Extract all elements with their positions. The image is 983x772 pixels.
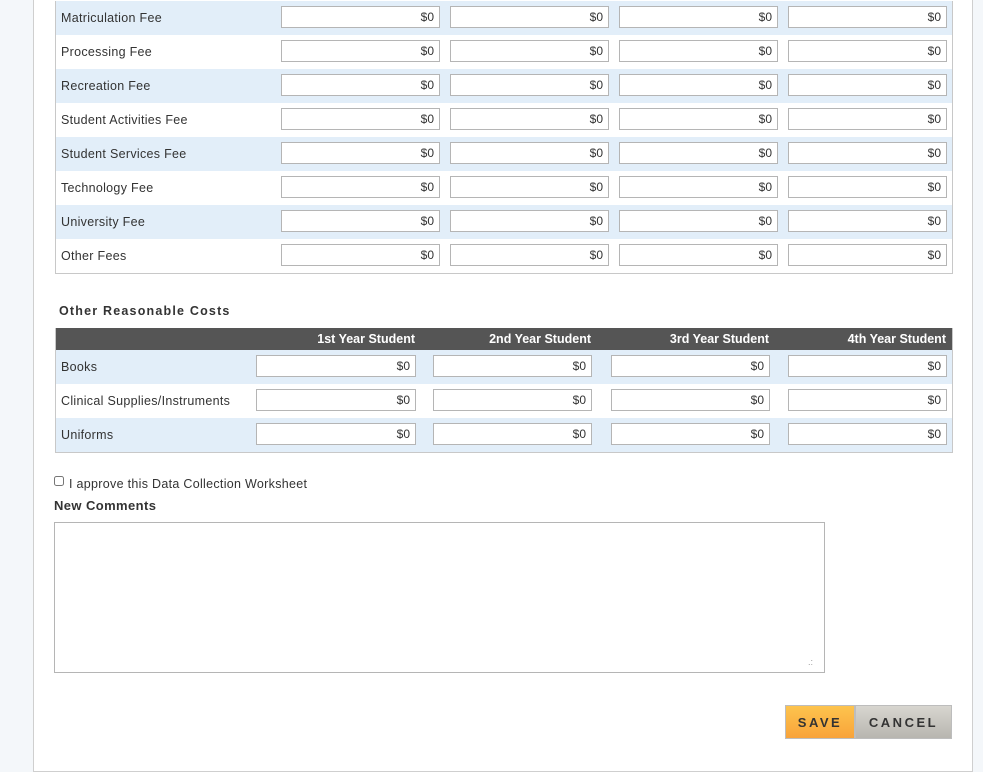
resize-grip-icon[interactable]: .: [808,657,814,667]
fee-input[interactable]: $0 [619,244,778,266]
table-row: Clinical Supplies/Instruments $0 $0 $0 $0 [56,384,952,418]
table-row: Technology Fee $0 $0 $0 $0 [56,171,952,205]
fee-input[interactable]: $0 [619,210,778,232]
table-row: Books $0 $0 $0 $0 [56,350,952,384]
fee-input[interactable]: $0 [788,210,947,232]
column-header: 2nd Year Student [489,332,591,346]
table-row: Other Fees $0 $0 $0 $0 [56,239,952,273]
row-label: Other Fees [61,249,127,263]
fee-input[interactable]: $0 [619,40,778,62]
cost-input[interactable]: $0 [788,423,947,445]
fee-input[interactable]: $0 [788,108,947,130]
fee-input[interactable]: $0 [450,40,609,62]
row-label: Matriculation Fee [61,11,162,25]
column-header: 1st Year Student [317,332,415,346]
table-row: Recreation Fee $0 $0 $0 $0 [56,69,952,103]
fee-input[interactable]: $0 [788,176,947,198]
fee-input[interactable]: $0 [788,6,947,28]
comments-textarea[interactable] [54,522,825,673]
column-header: 4th Year Student [847,332,946,346]
fee-input[interactable]: $0 [281,6,440,28]
table-row: Matriculation Fee $0 $0 $0 $0 [56,1,952,35]
fee-input[interactable]: $0 [619,176,778,198]
row-label: Recreation Fee [61,79,151,93]
fees-table: Matriculation Fee $0 $0 $0 $0 Processing Fee $… [55,1,953,274]
cost-input[interactable]: $0 [611,355,770,377]
fee-input[interactable]: $0 [788,40,947,62]
fee-input[interactable]: $0 [281,244,440,266]
row-label: Clinical Supplies/Instruments [61,394,231,408]
row-label: Student Services Fee [61,147,187,161]
fee-input[interactable]: $0 [450,6,609,28]
cost-input[interactable]: $0 [433,423,592,445]
fee-input[interactable]: $0 [619,6,778,28]
fee-input[interactable]: $0 [450,176,609,198]
fee-input[interactable]: $0 [619,74,778,96]
row-label: Uniforms [61,428,114,442]
fee-input[interactable]: $0 [281,40,440,62]
column-header: 3rd Year Student [669,332,769,346]
approve-checkbox[interactable] [54,476,64,486]
cost-input[interactable]: $0 [611,389,770,411]
fee-input[interactable]: $0 [619,142,778,164]
cost-input[interactable]: $0 [256,389,416,411]
row-label: Processing Fee [61,45,153,59]
table-row: Student Activities Fee $0 $0 $0 $0 [56,103,952,137]
fee-input[interactable]: $0 [281,108,440,130]
cost-input[interactable]: $0 [433,355,592,377]
section-title: Other Reasonable Costs [59,304,231,318]
fee-input[interactable]: $0 [281,142,440,164]
fee-input[interactable]: $0 [450,108,609,130]
table-row: Processing Fee $0 $0 $0 $0 [56,35,952,69]
fee-input[interactable]: $0 [788,142,947,164]
fee-input[interactable]: $0 [281,74,440,96]
fee-input[interactable]: $0 [450,210,609,232]
cost-input[interactable]: $0 [788,355,947,377]
table-row: Uniforms $0 $0 $0 $0 [56,418,952,452]
save-button[interactable]: SAVE [785,705,855,739]
other-costs-table: 1st Year Student 2nd Year Student 3rd Year… [55,328,953,453]
fee-input[interactable]: $0 [281,176,440,198]
fee-input[interactable]: $0 [450,142,609,164]
table-row: Student Services Fee $0 $0 $0 $0 [56,137,952,171]
row-label: Books [61,360,98,374]
fee-input[interactable]: $0 [450,244,609,266]
table-header: 1st Year Student 2nd Year Student 3rd Year… [56,328,952,350]
cost-input[interactable]: $0 [611,423,770,445]
fee-input[interactable]: $0 [450,74,609,96]
fee-input[interactable]: $0 [788,74,947,96]
row-label: University Fee [61,215,146,229]
comments-label: New Comments [54,498,157,513]
cost-input[interactable]: $0 [788,389,947,411]
fee-input[interactable]: $0 [281,210,440,232]
cost-input[interactable]: $0 [256,423,416,445]
cancel-button[interactable]: CANCEL [855,705,952,739]
cost-input[interactable]: $0 [433,389,592,411]
approve-label: I approve this Data Collection Worksheet [69,477,308,491]
row-label: Technology Fee [61,181,154,195]
table-row: University Fee $0 $0 $0 $0 [56,205,952,239]
row-label: Student Activities Fee [61,113,188,127]
cost-input[interactable]: $0 [256,355,416,377]
fee-input[interactable]: $0 [788,244,947,266]
fee-input[interactable]: $0 [619,108,778,130]
